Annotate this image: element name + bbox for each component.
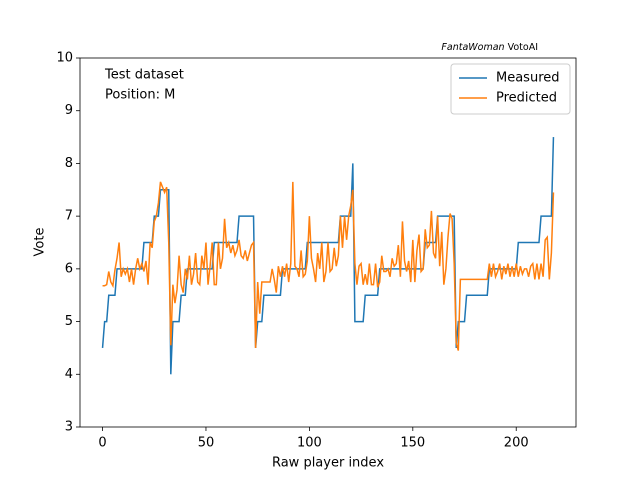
series-line [102, 181, 555, 351]
plot-frame [79, 57, 577, 428]
y-axis-label: Vote [33, 228, 48, 257]
y-tick-label: 3 [65, 420, 73, 435]
y-tick-label: 5 [65, 314, 73, 329]
annotation: Position: M [105, 88, 175, 103]
source-text: VotoAI [508, 42, 538, 53]
source-italic: FantaWoman [441, 42, 504, 53]
x-tick-label: 200 [504, 436, 529, 451]
x-tick-label: 0 [98, 436, 106, 451]
x-tick-label: 150 [400, 436, 425, 451]
y-tick-label: 9 [65, 103, 73, 118]
x-tick-label: 50 [198, 436, 215, 451]
legend-box [450, 63, 571, 115]
y-tick-label: 6 [65, 261, 73, 276]
annotation: Test dataset [104, 68, 184, 83]
y-tick-label: 8 [65, 156, 73, 171]
x-tick-label: 100 [297, 436, 322, 451]
x-axis-label: Raw player index [272, 456, 384, 471]
y-tick-label: 10 [56, 51, 73, 66]
legend-label: Measured [496, 71, 560, 86]
legend-label: Predicted [496, 91, 557, 106]
source: FantaWoman VotoAI [441, 42, 538, 53]
y-tick-label: 7 [65, 209, 73, 224]
y-tick-label: 4 [65, 367, 73, 382]
